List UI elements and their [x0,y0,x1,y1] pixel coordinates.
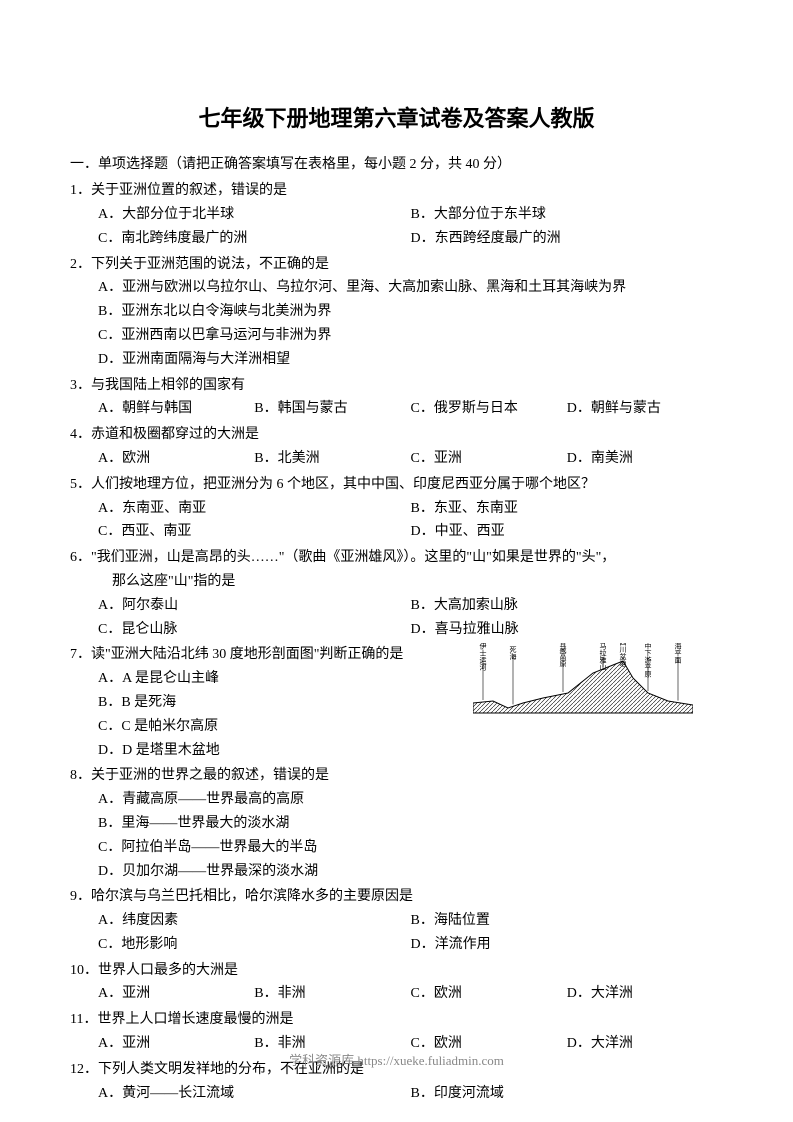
q7-opt-c: C．C 是帕米尔高原 [98,715,397,739]
q8-opt-a: A．青藏高原——世界最高的高原 [98,788,723,812]
q12-opt-b: B．印度河流域 [411,1082,724,1106]
section-heading: 一．单项选择题（请把正确答案填写在表格里，每小题 2 分，共 40 分） [70,153,723,177]
q10-stem: 10．世界人口最多的大洲是 [70,959,723,983]
svg-text:四川盆地: 四川盆地 [619,643,627,667]
q9-opt-a: A．纬度因素 [98,909,411,933]
question-2: 2．下列关于亚洲范围的说法，不正确的是 A．亚洲与欧洲以乌拉尔山、乌拉尔河、里海… [70,253,723,372]
q10-opt-a: A．亚洲 [98,982,254,1006]
question-9: 9．哈尔滨与乌兰巴托相比，哈尔滨降水多的主要原因是 A．纬度因素 B．海陆位置 … [70,885,723,956]
q5-opt-a: A．东南亚、南亚 [98,497,411,521]
page-title: 七年级下册地理第六章试卷及答案人教版 [70,100,723,137]
q3-opt-a: A．朝鲜与韩国 [98,397,254,421]
q9-opt-b: B．海陆位置 [411,909,724,933]
q4-options: A．欧洲 B．北美洲 C．亚洲 D．南美洲 [70,447,723,471]
q8-opt-b: B．里海——世界最大的淡水湖 [98,812,723,836]
question-8: 8．关于亚洲的世界之最的叙述，错误的是 A．青藏高原——世界最高的高原 B．里海… [70,764,723,883]
svg-text:长江中下游平原: 长江中下游平原 [644,643,652,678]
q8-opt-c: C．阿拉伯半岛——世界最大的半岛 [98,836,723,860]
svg-text:海平面: 海平面 [674,643,682,665]
q10-opt-c: C．欧洲 [411,982,567,1006]
q7-opt-b: B．B 是死海 [98,691,397,715]
q6-options: A．阿尔泰山 B．大高加索山脉 C．昆仑山脉 D．喜马拉雅山脉 [70,594,723,642]
q6-opt-b: B．大高加索山脉 [411,594,724,618]
q1-opt-a: A．大部分位于北半球 [98,203,411,227]
q5-stem: 5．人们按地理方位，把亚洲分为 6 个地区，其中中国、印度尼西亚分属于哪个地区？ [70,473,723,497]
question-11: 11．世界上人口增长速度最慢的洲是 A．亚洲 B．非洲 C．欧洲 D．大洋洲 [70,1008,723,1056]
q1-opt-d: D．东西跨经度最广的洲 [411,227,724,251]
q7-opt-a: A．A 是昆仑山主峰 [98,667,397,691]
q1-opt-c: C．南北跨纬度最广的洲 [98,227,411,251]
q11-stem: 11．世界上人口增长速度最慢的洲是 [70,1008,723,1032]
question-1: 1．关于亚洲位置的叙述，错误的是 A．大部分位于北半球 B．大部分位于东半球 C… [70,179,723,250]
question-5: 5．人们按地理方位，把亚洲分为 6 个地区，其中中国、印度尼西亚分属于哪个地区？… [70,473,723,544]
q5-opt-c: C．西亚、南亚 [98,520,411,544]
q5-options: A．东南亚、南亚 B．东亚、东南亚 C．西亚、南亚 D．中亚、西亚 [70,497,723,545]
q4-opt-d: D．南美洲 [567,447,723,471]
q3-stem: 3．与我国陆上相邻的国家有 [70,374,723,398]
q5-opt-d: D．中亚、西亚 [411,520,724,544]
svg-text:青藏高原: 青藏高原 [559,643,567,667]
question-4: 4．赤道和极圈都穿过的大洲是 A．欧洲 B．北美洲 C．亚洲 D．南美洲 [70,423,723,471]
q3-opt-c: C．俄罗斯与日本 [411,397,567,421]
terrain-profile-figure: 苏伊士运河 死海 青藏高原 喜马拉雅山 四川盆地 长江中下游平原 海平面 [473,643,693,738]
page-footer: 学科资源库 https://xueke.fuliadmin.com [0,1050,793,1072]
q2-options: A．亚洲与欧洲以乌拉尔山、乌拉尔河、里海、大高加索山脉、黑海和土耳其海峡为界 B… [70,276,723,371]
svg-text:死海: 死海 [509,646,517,661]
q5-opt-b: B．东亚、东南亚 [411,497,724,521]
q6-opt-c: C．昆仑山脉 [98,618,411,642]
q9-opt-c: C．地形影响 [98,933,411,957]
q7-opt-d: D．D 是塔里木盆地 [98,739,397,763]
q4-stem: 4．赤道和极圈都穿过的大洲是 [70,423,723,447]
question-10: 10．世界人口最多的大洲是 A．亚洲 B．非洲 C．欧洲 D．大洋洲 [70,959,723,1007]
q10-opt-d: D．大洋洲 [567,982,723,1006]
q6-stem2: 那么这座"山"指的是 [70,570,723,594]
q6-opt-d: D．喜马拉雅山脉 [411,618,724,642]
q2-opt-b: B．亚洲东北以白令海峡与北美洲为界 [98,300,723,324]
q8-stem: 8．关于亚洲的世界之最的叙述，错误的是 [70,764,723,788]
profile-chart-svg: 苏伊士运河 死海 青藏高原 喜马拉雅山 四川盆地 长江中下游平原 海平面 [473,643,693,738]
question-6: 6．"我们亚洲，山是高昂的头……"（歌曲《亚洲雄风》）。这里的"山"如果是世界的… [70,546,723,641]
q8-opt-d: D．贝加尔湖——世界最深的淡水湖 [98,860,723,884]
question-3: 3．与我国陆上相邻的国家有 A．朝鲜与韩国 B．韩国与蒙古 C．俄罗斯与日本 D… [70,374,723,422]
q7-options: A．A 是昆仑山主峰 B．B 是死海 C．C 是帕米尔高原 D．D 是塔里木盆地 [70,667,397,762]
q10-options: A．亚洲 B．非洲 C．欧洲 D．大洋洲 [70,982,723,1006]
q8-options: A．青藏高原——世界最高的高原 B．里海——世界最大的淡水湖 C．阿拉伯半岛——… [70,788,723,883]
q1-options: A．大部分位于北半球 B．大部分位于东半球 C．南北跨纬度最广的洲 D．东西跨经… [70,203,723,251]
q3-options: A．朝鲜与韩国 B．韩国与蒙古 C．俄罗斯与日本 D．朝鲜与蒙古 [70,397,723,421]
q4-opt-c: C．亚洲 [411,447,567,471]
q9-stem: 9．哈尔滨与乌兰巴托相比，哈尔滨降水多的主要原因是 [70,885,723,909]
question-7: 7．读"亚洲大陆沿北纬 30 度地形剖面图"判断正确的是 A．A 是昆仑山主峰 … [70,643,723,762]
q9-options: A．纬度因素 B．海陆位置 C．地形影响 D．洋流作用 [70,909,723,957]
svg-text:喜马拉雅山: 喜马拉雅山 [599,643,607,672]
q12-options: A．黄河——长江流域 B．印度河流域 [70,1082,723,1106]
q9-opt-d: D．洋流作用 [411,933,724,957]
q12-opt-a: A．黄河——长江流域 [98,1082,411,1106]
q2-opt-c: C．亚洲西南以巴拿马运河与非洲为界 [98,324,723,348]
q6-stem: 6．"我们亚洲，山是高昂的头……"（歌曲《亚洲雄风》）。这里的"山"如果是世界的… [70,546,723,570]
q3-opt-b: B．韩国与蒙古 [254,397,410,421]
q2-opt-d: D．亚洲南面隔海与大洋洲相望 [98,348,723,372]
q4-opt-a: A．欧洲 [98,447,254,471]
q2-opt-a: A．亚洲与欧洲以乌拉尔山、乌拉尔河、里海、大高加索山脉、黑海和土耳其海峡为界 [98,276,723,300]
q4-opt-b: B．北美洲 [254,447,410,471]
q6-opt-a: A．阿尔泰山 [98,594,411,618]
q1-stem: 1．关于亚洲位置的叙述，错误的是 [70,179,723,203]
q1-opt-b: B．大部分位于东半球 [411,203,724,227]
q2-stem: 2．下列关于亚洲范围的说法，不正确的是 [70,253,723,277]
svg-text:苏伊士运河: 苏伊士运河 [479,643,487,671]
q3-opt-d: D．朝鲜与蒙古 [567,397,723,421]
q10-opt-b: B．非洲 [254,982,410,1006]
